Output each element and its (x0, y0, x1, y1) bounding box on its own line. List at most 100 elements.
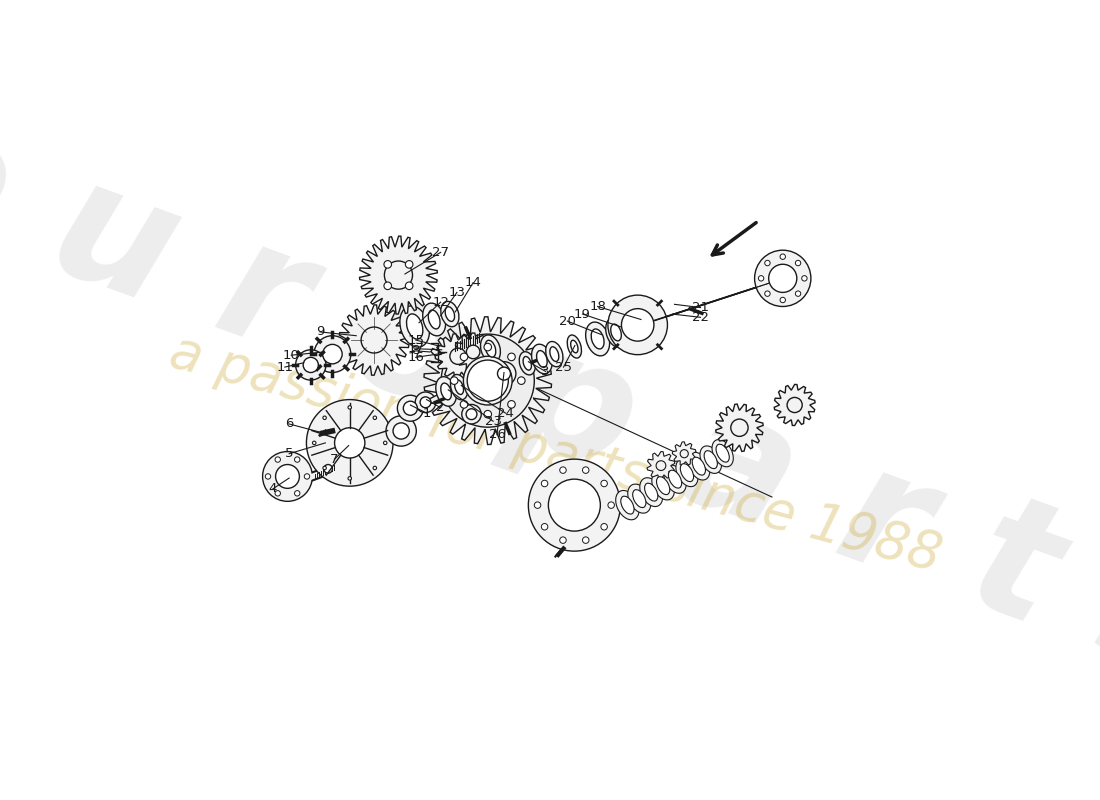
Circle shape (508, 401, 515, 408)
Text: 6: 6 (285, 418, 294, 430)
Circle shape (492, 362, 516, 386)
Ellipse shape (441, 302, 459, 326)
Circle shape (758, 276, 763, 281)
Circle shape (323, 466, 327, 470)
Circle shape (397, 395, 424, 422)
Circle shape (535, 502, 541, 508)
Circle shape (384, 261, 392, 268)
Text: 19: 19 (574, 307, 591, 321)
Circle shape (323, 416, 327, 419)
Circle shape (296, 350, 326, 380)
Ellipse shape (585, 322, 609, 356)
Text: 1: 1 (422, 406, 431, 420)
Circle shape (484, 410, 492, 418)
Ellipse shape (712, 439, 734, 466)
Ellipse shape (652, 471, 674, 500)
Ellipse shape (568, 335, 582, 358)
Circle shape (608, 295, 668, 354)
Ellipse shape (531, 344, 552, 374)
Circle shape (384, 261, 412, 289)
Circle shape (361, 327, 387, 353)
Ellipse shape (645, 483, 658, 501)
Circle shape (769, 264, 796, 293)
Circle shape (406, 261, 412, 268)
Text: 7: 7 (330, 453, 339, 466)
Ellipse shape (400, 306, 429, 347)
Ellipse shape (664, 465, 686, 494)
Circle shape (386, 416, 416, 446)
Text: 17: 17 (407, 342, 425, 355)
Text: a passion for parts since 1988: a passion for parts since 1988 (164, 326, 947, 582)
Circle shape (468, 360, 508, 402)
Circle shape (583, 537, 588, 543)
Ellipse shape (446, 306, 454, 322)
Circle shape (450, 377, 458, 385)
Circle shape (583, 467, 588, 474)
Circle shape (384, 282, 392, 290)
Circle shape (312, 441, 316, 445)
Circle shape (323, 465, 332, 473)
Circle shape (764, 260, 770, 266)
Text: 26: 26 (488, 428, 505, 442)
Circle shape (541, 523, 548, 530)
Text: 5: 5 (285, 447, 294, 460)
Circle shape (508, 353, 515, 361)
Ellipse shape (450, 374, 468, 400)
Text: 15: 15 (407, 334, 425, 346)
Ellipse shape (591, 329, 604, 349)
Ellipse shape (524, 357, 531, 370)
Circle shape (484, 343, 492, 351)
Ellipse shape (519, 352, 536, 375)
Text: 24: 24 (497, 406, 514, 420)
Ellipse shape (606, 318, 626, 347)
Ellipse shape (669, 470, 682, 488)
Circle shape (795, 291, 801, 296)
Circle shape (680, 450, 689, 458)
Circle shape (420, 397, 431, 408)
Ellipse shape (620, 496, 634, 514)
Circle shape (275, 490, 280, 496)
Ellipse shape (680, 464, 694, 482)
Text: 16: 16 (407, 351, 425, 364)
Circle shape (795, 260, 801, 266)
Circle shape (802, 276, 807, 281)
Text: 27: 27 (432, 246, 449, 259)
Ellipse shape (537, 350, 547, 367)
Circle shape (384, 441, 387, 445)
Text: 13: 13 (449, 286, 465, 299)
Circle shape (334, 428, 365, 458)
Text: e u r o p a r t s: e u r o p a r t s (0, 86, 1100, 713)
Circle shape (621, 309, 653, 341)
Ellipse shape (675, 458, 698, 486)
Circle shape (373, 466, 376, 470)
Circle shape (601, 523, 607, 530)
Circle shape (276, 465, 299, 488)
Text: 11: 11 (276, 361, 294, 374)
Circle shape (560, 467, 566, 474)
Circle shape (373, 416, 376, 419)
Circle shape (295, 490, 300, 496)
Ellipse shape (485, 340, 496, 357)
Circle shape (462, 405, 482, 424)
Circle shape (517, 377, 525, 385)
Circle shape (466, 345, 480, 358)
Ellipse shape (688, 452, 710, 480)
Ellipse shape (422, 303, 446, 336)
Ellipse shape (616, 490, 639, 520)
Circle shape (450, 348, 466, 364)
Ellipse shape (454, 380, 463, 394)
Text: 4: 4 (268, 482, 277, 495)
Ellipse shape (407, 314, 422, 339)
Circle shape (305, 474, 310, 479)
Ellipse shape (657, 477, 670, 494)
Circle shape (601, 480, 607, 486)
Polygon shape (454, 333, 492, 370)
Circle shape (348, 477, 352, 480)
Polygon shape (647, 451, 675, 480)
Ellipse shape (571, 340, 578, 353)
Ellipse shape (628, 484, 651, 513)
Circle shape (608, 502, 615, 508)
Circle shape (549, 479, 601, 531)
Circle shape (441, 334, 535, 427)
Circle shape (541, 480, 548, 486)
